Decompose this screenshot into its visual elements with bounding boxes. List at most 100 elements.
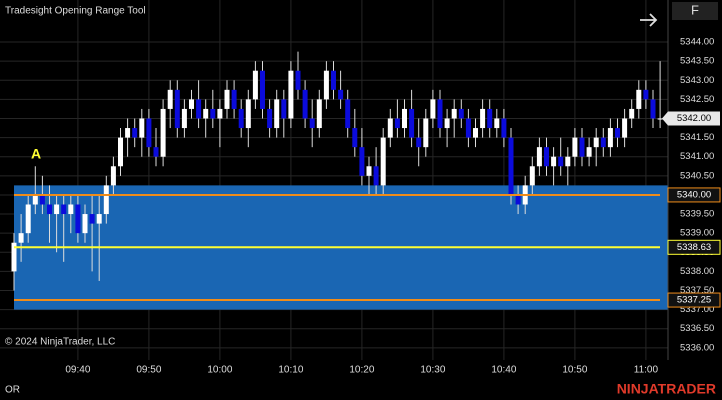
candle-body [636, 89, 642, 109]
candle-body [252, 70, 258, 100]
candle-body [217, 108, 223, 119]
candle-body [267, 108, 273, 129]
x-tick-label: 10:30 [420, 365, 445, 376]
arrow-icon[interactable] [640, 13, 658, 27]
y-tick-label: 5340.50 [680, 170, 714, 181]
x-tick-label: 10:40 [491, 365, 516, 376]
y-tick-label: 5343.00 [680, 75, 714, 86]
price-label: 5340.00 [677, 189, 711, 200]
candle-body [657, 118, 663, 120]
candle-body [593, 137, 599, 148]
candle-body [423, 118, 429, 148]
candle-body [75, 204, 81, 234]
candle-body [295, 70, 301, 90]
candle-body [565, 156, 571, 167]
y-tick-label: 5337.00 [680, 304, 714, 315]
candle-body [110, 166, 116, 186]
candle-body [11, 242, 17, 272]
candle-body [345, 99, 351, 129]
candle-body [302, 89, 308, 119]
candle-body [174, 89, 180, 129]
candle-body [132, 128, 138, 138]
candle-body [260, 70, 265, 109]
candle-body [544, 147, 549, 167]
candle-body [643, 89, 649, 100]
candle-body [366, 166, 372, 176]
candle-body [196, 99, 202, 119]
candle-body [32, 194, 38, 205]
candle-body [551, 156, 557, 167]
candle-body [600, 137, 606, 148]
candle-body [458, 108, 464, 119]
candle-body [96, 214, 102, 224]
x-tick-label: 10:50 [562, 365, 587, 376]
candle-body [529, 166, 535, 186]
candle-body [118, 137, 123, 167]
candle-body [18, 233, 24, 243]
candle-body [615, 128, 620, 138]
candle-body [125, 128, 131, 138]
candle-body [309, 118, 315, 129]
x-tick-label: 10:00 [207, 365, 232, 376]
candle-body [373, 166, 379, 186]
candle-body [501, 118, 507, 138]
candle-body [622, 118, 628, 138]
candle-body [245, 99, 251, 129]
candle-body [572, 137, 578, 157]
price-label-box [667, 292, 721, 308]
x-tick-label: 09:40 [65, 365, 90, 376]
candle-body [515, 194, 521, 205]
candle-body [473, 128, 478, 138]
candle-body [629, 108, 635, 119]
candle-body [54, 204, 60, 215]
candle-body [316, 99, 322, 129]
price-label-box [667, 239, 721, 255]
candle-body [323, 70, 329, 100]
candle-body [39, 194, 45, 205]
indicator-label: OR [5, 385, 20, 396]
price-label: 5338.63 [677, 242, 711, 253]
candle-body [607, 128, 613, 148]
x-tick-label: 11:00 [634, 365, 659, 376]
button-label[interactable]: F [691, 2, 699, 17]
candle-body [536, 147, 542, 167]
plot-area [0, 0, 668, 360]
candle-body [416, 137, 422, 148]
candle-body [402, 108, 407, 129]
candle-body [238, 108, 244, 129]
candle-body [47, 204, 52, 215]
x-tick-label: 10:10 [278, 365, 303, 376]
candle-body [331, 70, 336, 90]
y-tick-label: 5343.50 [680, 56, 714, 67]
candle-body [444, 118, 450, 129]
y-tick-label: 5339.00 [680, 228, 714, 239]
candle-body [487, 108, 493, 129]
candle-body [558, 156, 564, 167]
y-tick-label: 5336.50 [680, 323, 714, 334]
candle-body [494, 118, 500, 129]
candle-body [89, 214, 95, 224]
candle-body [146, 118, 152, 148]
candle-body [25, 204, 31, 234]
annotation: A [31, 146, 41, 162]
y-tick-label: 5342.50 [680, 94, 714, 105]
candle-body [586, 147, 592, 157]
candle-body [82, 214, 88, 234]
candle-body [224, 89, 230, 109]
price-label: 5337.25 [677, 295, 711, 306]
candle-body [274, 99, 280, 129]
candle-body [281, 99, 287, 119]
candle-body [480, 108, 486, 129]
button[interactable] [672, 2, 718, 20]
candle-body [231, 89, 237, 109]
candle-body [61, 204, 67, 215]
x-tick-label: 09:50 [136, 365, 161, 376]
candle-body [139, 118, 145, 138]
candle-body [352, 128, 358, 148]
candle-body [210, 108, 216, 119]
candle-body [203, 108, 209, 119]
x-tick-label: 10:20 [349, 365, 374, 376]
candle-body [437, 99, 443, 129]
candle-body [451, 108, 457, 119]
